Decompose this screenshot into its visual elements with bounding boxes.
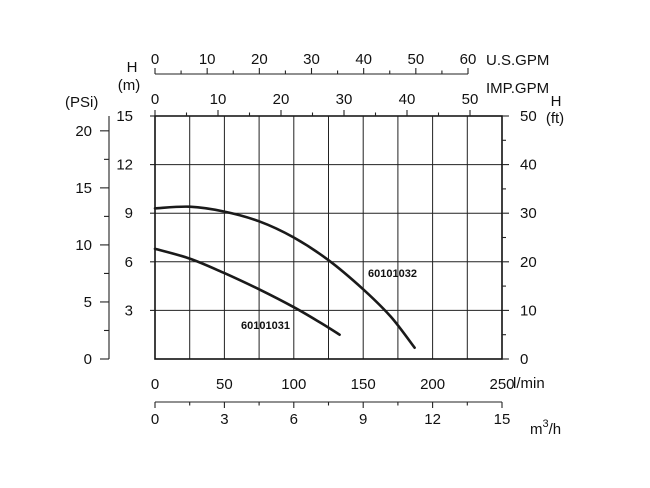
bottom-m3h-unit: m3/h — [530, 418, 561, 438]
top-usgpm-axis-tick-label: 0 — [151, 51, 159, 68]
bottom-flow-tick-label: 0 — [151, 376, 159, 393]
bottom-m3h-unit-base: m — [530, 421, 543, 438]
top-usgpm-axis-tick-label: 60 — [460, 51, 477, 68]
left-m-tick-label: 6 — [125, 254, 133, 271]
top-usgpm-axis-tick-label: 20 — [251, 51, 268, 68]
bottom-flow-tick-label: 50 — [216, 376, 233, 393]
left-psi-unit: (PSi) — [65, 94, 98, 111]
right-ft-tick-label: 50 — [520, 108, 537, 125]
right-ft-tick-label: 10 — [520, 302, 537, 319]
right-ft-tick-label: 40 — [520, 157, 537, 174]
curve-60101031 — [153, 247, 341, 336]
bottom-flow-unit: l/min — [513, 375, 545, 392]
bottom-flow-tick-label: 100 — [281, 376, 306, 393]
bottom-m3h-axis-tick-label: 3 — [220, 411, 228, 428]
top-impgpm-axis: 0 10 20 30 40 50 IMP.GPM — [151, 80, 549, 117]
right-ft-tick-label: 0 — [520, 351, 528, 368]
right-ft-label-bottom: (ft) — [546, 110, 564, 127]
top-impgpm-axis-tick-label: 50 — [462, 91, 479, 108]
top-impgpm-axis-tick-label: 10 — [210, 91, 227, 108]
bottom-m3h-axis-tick-label: 0 — [151, 411, 159, 428]
left-m-label-top: H — [127, 59, 138, 76]
bottom-m3h-unit-sup: 3 — [543, 418, 549, 430]
grid — [155, 116, 502, 359]
bottom-m3h-axis-tick-label: 15 — [494, 411, 511, 428]
left-m-tick-label: 9 — [125, 205, 133, 222]
left-psi-tick-label: 15 — [75, 180, 92, 197]
bottom-m3h-unit-suffix: /h — [549, 421, 562, 438]
left-psi-tick-label: 0 — [84, 351, 92, 368]
bottom-m3h-axis-tick-label: 9 — [359, 411, 367, 428]
top-impgpm-axis-tick-label: 30 — [336, 91, 353, 108]
curve-60101032 — [153, 205, 416, 349]
left-m-tick-label: 3 — [125, 302, 133, 319]
bottom-m3h-axis-tick-label: 12 — [424, 411, 441, 428]
top-usgpm-axis: 0 10 20 30 40 50 60 U.S.GPM — [151, 51, 549, 75]
bottom-m3h-axis-tick-label: 6 — [290, 411, 298, 428]
series-label-60101032: 60101032 — [368, 268, 417, 280]
top-impgpm-axis-tick-label: 20 — [273, 91, 290, 108]
left-psi-axis: 0 5 10 15 20 (PSi) — [65, 94, 110, 368]
left-psi-tick-label: 20 — [75, 123, 92, 140]
bottom-flow-tick-label: 150 — [351, 376, 376, 393]
top-usgpm-axis-tick-label: 30 — [303, 51, 320, 68]
top-impgpm-axis-tick-label: 40 — [399, 91, 416, 108]
top-impgpm-axis-unit: IMP.GPM — [486, 80, 549, 97]
bottom-flow-tick-label: 200 — [420, 376, 445, 393]
left-m-axis: 3 6 9 12 15 H(m) — [116, 59, 155, 319]
right-ft-label-top: H — [551, 93, 562, 110]
top-usgpm-axis-unit: U.S.GPM — [486, 52, 549, 69]
left-m-label-bottom: (m) — [118, 77, 141, 94]
right-ft-axis: 0 10 20 30 40 50 H(ft) — [502, 93, 564, 368]
top-impgpm-axis-tick-label: 0 — [151, 91, 159, 108]
right-ft-tick-label: 30 — [520, 205, 537, 222]
left-m-tick-label: 12 — [116, 157, 133, 174]
top-usgpm-axis-tick-label: 40 — [355, 51, 372, 68]
bottom-flow-tick-label: 250 — [489, 376, 514, 393]
right-ft-tick-label: 20 — [520, 254, 537, 271]
left-m-tick-label: 15 — [116, 108, 133, 125]
top-usgpm-axis-tick-label: 50 — [407, 51, 424, 68]
series-label-60101031: 60101031 — [241, 320, 290, 332]
top-usgpm-axis-tick-label: 10 — [199, 51, 216, 68]
left-psi-tick-label: 5 — [84, 294, 92, 311]
left-psi-tick-label: 10 — [75, 237, 92, 254]
